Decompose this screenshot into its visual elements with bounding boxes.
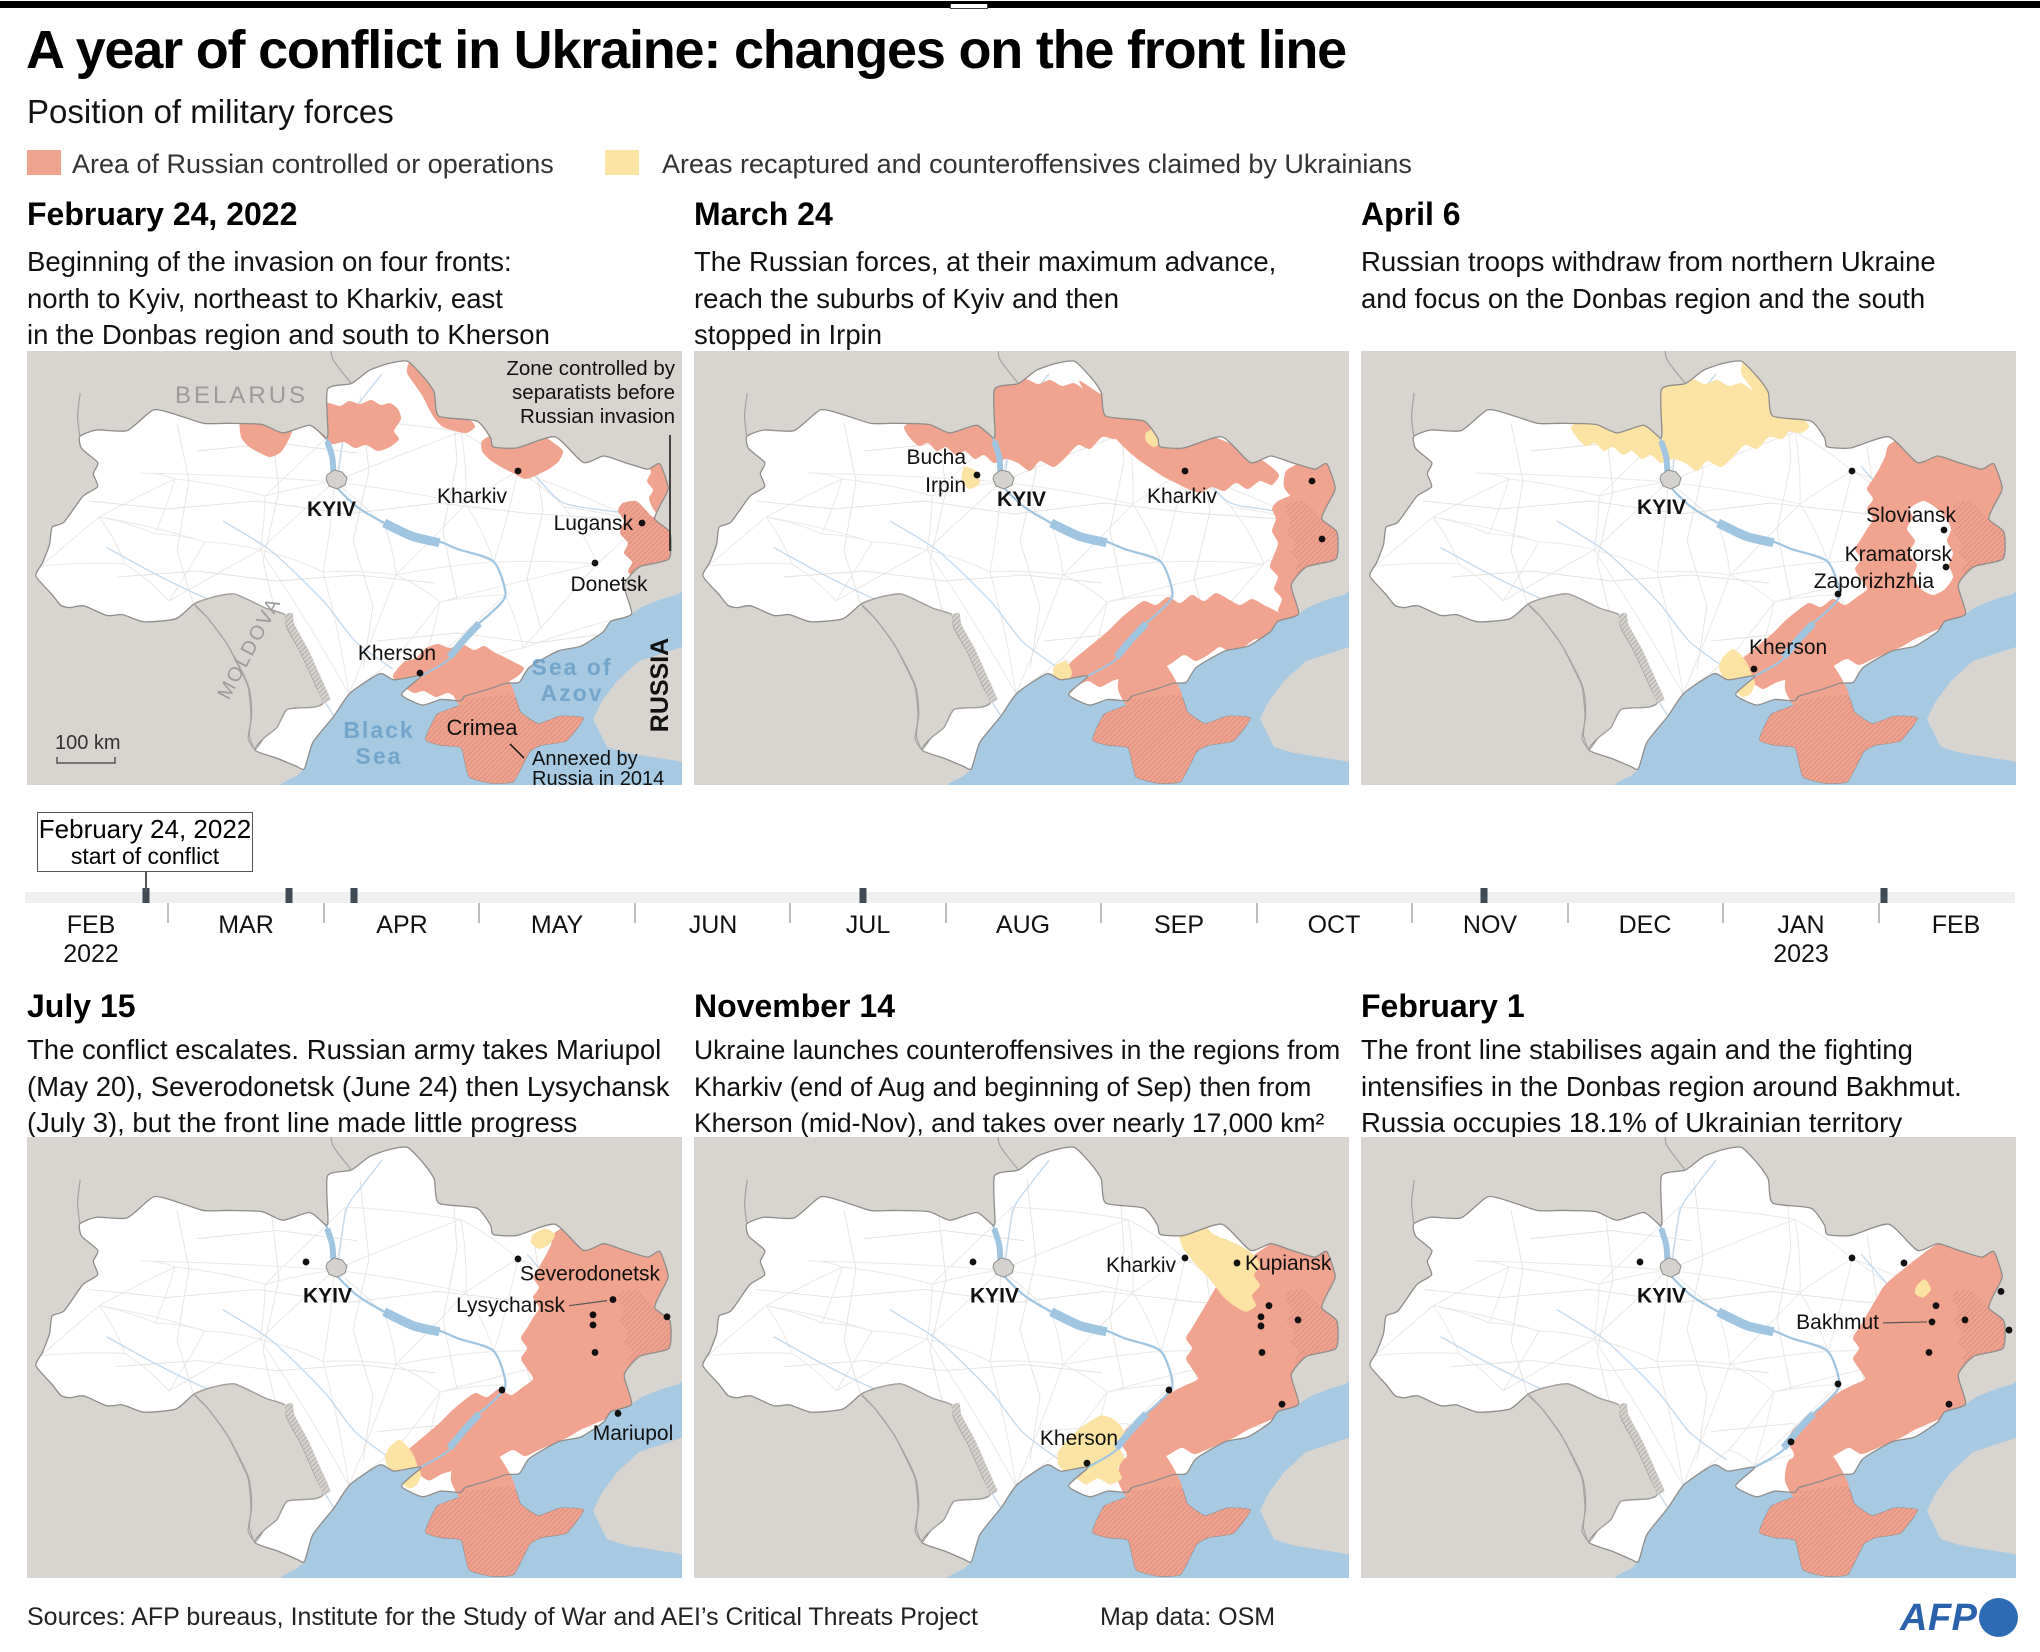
svg-text:Black: Black bbox=[343, 717, 414, 743]
svg-text:Irpin: Irpin bbox=[925, 474, 966, 497]
svg-text:NOV: NOV bbox=[1463, 911, 1518, 939]
svg-text:Sea of: Sea of bbox=[531, 654, 612, 680]
svg-text:Sea: Sea bbox=[356, 743, 403, 769]
svg-text:JUL: JUL bbox=[846, 911, 891, 939]
svg-text:SEP: SEP bbox=[1154, 911, 1204, 939]
svg-text:AUG: AUG bbox=[996, 911, 1050, 939]
svg-text:KYIV: KYIV bbox=[1637, 496, 1686, 519]
svg-text:APR: APR bbox=[376, 911, 427, 939]
svg-text:Severodonetsk: Severodonetsk bbox=[520, 1262, 660, 1285]
svg-text:100 km: 100 km bbox=[55, 732, 121, 754]
svg-text:RUSSIA: RUSSIA bbox=[646, 638, 674, 732]
svg-text:Mariupol: Mariupol bbox=[593, 1422, 673, 1445]
svg-text:JUN: JUN bbox=[689, 911, 738, 939]
svg-text:separatists before: separatists before bbox=[512, 381, 675, 404]
svg-text:2023: 2023 bbox=[1773, 940, 1829, 968]
svg-text:KYIV: KYIV bbox=[303, 1284, 352, 1307]
svg-text:JAN: JAN bbox=[1777, 911, 1824, 939]
svg-text:Azov: Azov bbox=[541, 680, 604, 706]
svg-text:Russia in 2014: Russia in 2014 bbox=[532, 768, 664, 785]
svg-text:2022: 2022 bbox=[63, 940, 119, 968]
svg-text:Donetsk: Donetsk bbox=[570, 573, 648, 596]
svg-text:Annexed by: Annexed by bbox=[532, 748, 638, 770]
svg-text:Bakhmut: Bakhmut bbox=[1796, 1311, 1879, 1334]
svg-text:KYIV: KYIV bbox=[970, 1284, 1019, 1307]
svg-text:Lysychansk: Lysychansk bbox=[456, 1294, 565, 1317]
svg-text:Kupiansk: Kupiansk bbox=[1245, 1252, 1332, 1275]
svg-text:BELARUS: BELARUS bbox=[175, 382, 308, 409]
svg-text:Crimea: Crimea bbox=[447, 715, 519, 740]
svg-text:Kramatorsk: Kramatorsk bbox=[1845, 543, 1953, 566]
svg-text:Zone controlled by: Zone controlled by bbox=[506, 357, 675, 380]
svg-text:Lugansk: Lugansk bbox=[554, 512, 634, 535]
svg-text:Kherson: Kherson bbox=[1749, 636, 1827, 659]
svg-text:Kherson: Kherson bbox=[1040, 1427, 1118, 1450]
svg-text:KYIV: KYIV bbox=[307, 498, 356, 521]
svg-text:Sloviansk: Sloviansk bbox=[1866, 504, 1956, 527]
svg-text:Kharkiv: Kharkiv bbox=[437, 485, 508, 508]
svg-text:Russian invasion: Russian invasion bbox=[520, 405, 675, 428]
svg-text:Kharkiv: Kharkiv bbox=[1106, 1254, 1176, 1277]
svg-text:MAY: MAY bbox=[531, 911, 584, 939]
svg-text:FEB: FEB bbox=[1932, 911, 1981, 939]
svg-text:FEB: FEB bbox=[67, 911, 116, 939]
svg-text:Bucha: Bucha bbox=[906, 446, 966, 469]
svg-text:MAR: MAR bbox=[218, 911, 274, 939]
svg-text:KYIV: KYIV bbox=[1637, 1284, 1686, 1307]
svg-text:DEC: DEC bbox=[1619, 911, 1672, 939]
svg-text:KYIV: KYIV bbox=[997, 488, 1046, 511]
svg-text:Zaporizhzhia: Zaporizhzhia bbox=[1814, 570, 1935, 593]
svg-text:OCT: OCT bbox=[1308, 911, 1361, 939]
svg-text:Kharkiv: Kharkiv bbox=[1147, 485, 1218, 508]
svg-text:Kherson: Kherson bbox=[358, 642, 436, 665]
